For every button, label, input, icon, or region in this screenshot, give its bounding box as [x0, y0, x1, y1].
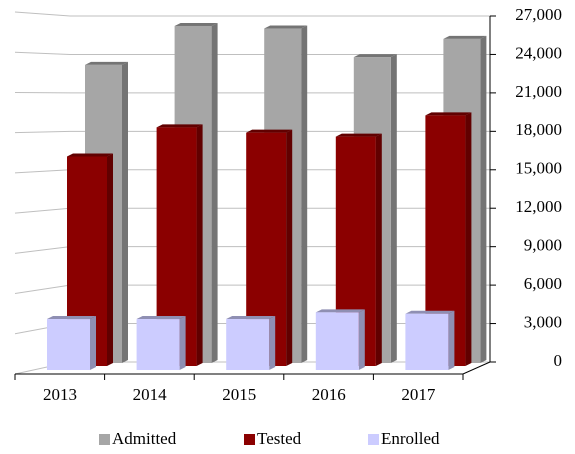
- bar-top: [443, 35, 487, 39]
- bar-top: [425, 112, 472, 116]
- bar-side: [196, 124, 203, 366]
- y-tick-label: 21,000: [515, 82, 562, 101]
- y-tick-label: 18,000: [515, 120, 562, 139]
- y-tick-label: 27,000: [515, 5, 562, 24]
- bar-top: [264, 25, 308, 29]
- legend-label: Enrolled: [381, 429, 440, 448]
- bar-side: [286, 129, 293, 366]
- bar-side: [269, 316, 276, 370]
- bar-top: [315, 309, 365, 313]
- legend-label: Tested: [257, 429, 302, 448]
- bar-top: [226, 316, 276, 320]
- y-tick-label: 0: [554, 351, 563, 370]
- bar-side: [211, 22, 218, 364]
- bar-side: [301, 25, 308, 364]
- grid-line: [14, 130, 490, 134]
- x-tick-label: 2013: [43, 385, 77, 404]
- bar-side: [358, 309, 365, 370]
- y-tick-label: 6,000: [524, 274, 562, 293]
- x-tick-label: 2017: [401, 385, 436, 404]
- bar: [315, 312, 359, 370]
- y-tick-label: 15,000: [515, 159, 562, 178]
- bar-side: [107, 153, 113, 366]
- x-tick-label: 2015: [222, 385, 256, 404]
- bar-side: [390, 54, 397, 364]
- bar-side: [465, 112, 472, 367]
- bar: [226, 319, 270, 370]
- legend-swatch: [99, 434, 110, 445]
- y-tick-label: 9,000: [524, 236, 562, 255]
- bar: [47, 319, 90, 370]
- y-tick-label: 24,000: [515, 43, 562, 62]
- grid-line: [14, 51, 490, 55]
- bar-side: [90, 316, 96, 370]
- y-tick-label: 12,000: [515, 197, 562, 216]
- legend-swatch: [244, 434, 255, 445]
- bar-side: [375, 133, 382, 366]
- bar-top: [353, 54, 397, 58]
- bar-top: [136, 316, 186, 320]
- bar-side: [122, 61, 128, 363]
- bar-top: [335, 133, 382, 137]
- grid-line: [14, 11, 490, 17]
- x-tick-label: 2016: [312, 385, 346, 404]
- bar-top: [156, 124, 203, 128]
- legend-label: Admitted: [112, 429, 177, 448]
- bar: [405, 313, 449, 370]
- bar-top: [47, 316, 96, 320]
- bar: [136, 319, 180, 370]
- bar-side: [179, 316, 186, 370]
- bar-top: [405, 310, 455, 314]
- x-tick-label: 2014: [133, 385, 168, 404]
- legend-swatch: [368, 434, 379, 445]
- bar-side: [448, 310, 455, 370]
- y-tick-label: 3,000: [524, 312, 562, 331]
- bar-top: [85, 61, 128, 65]
- bar-top: [67, 153, 113, 157]
- bar-top: [246, 129, 293, 133]
- bar-top: [174, 22, 218, 26]
- bar-side: [480, 35, 487, 363]
